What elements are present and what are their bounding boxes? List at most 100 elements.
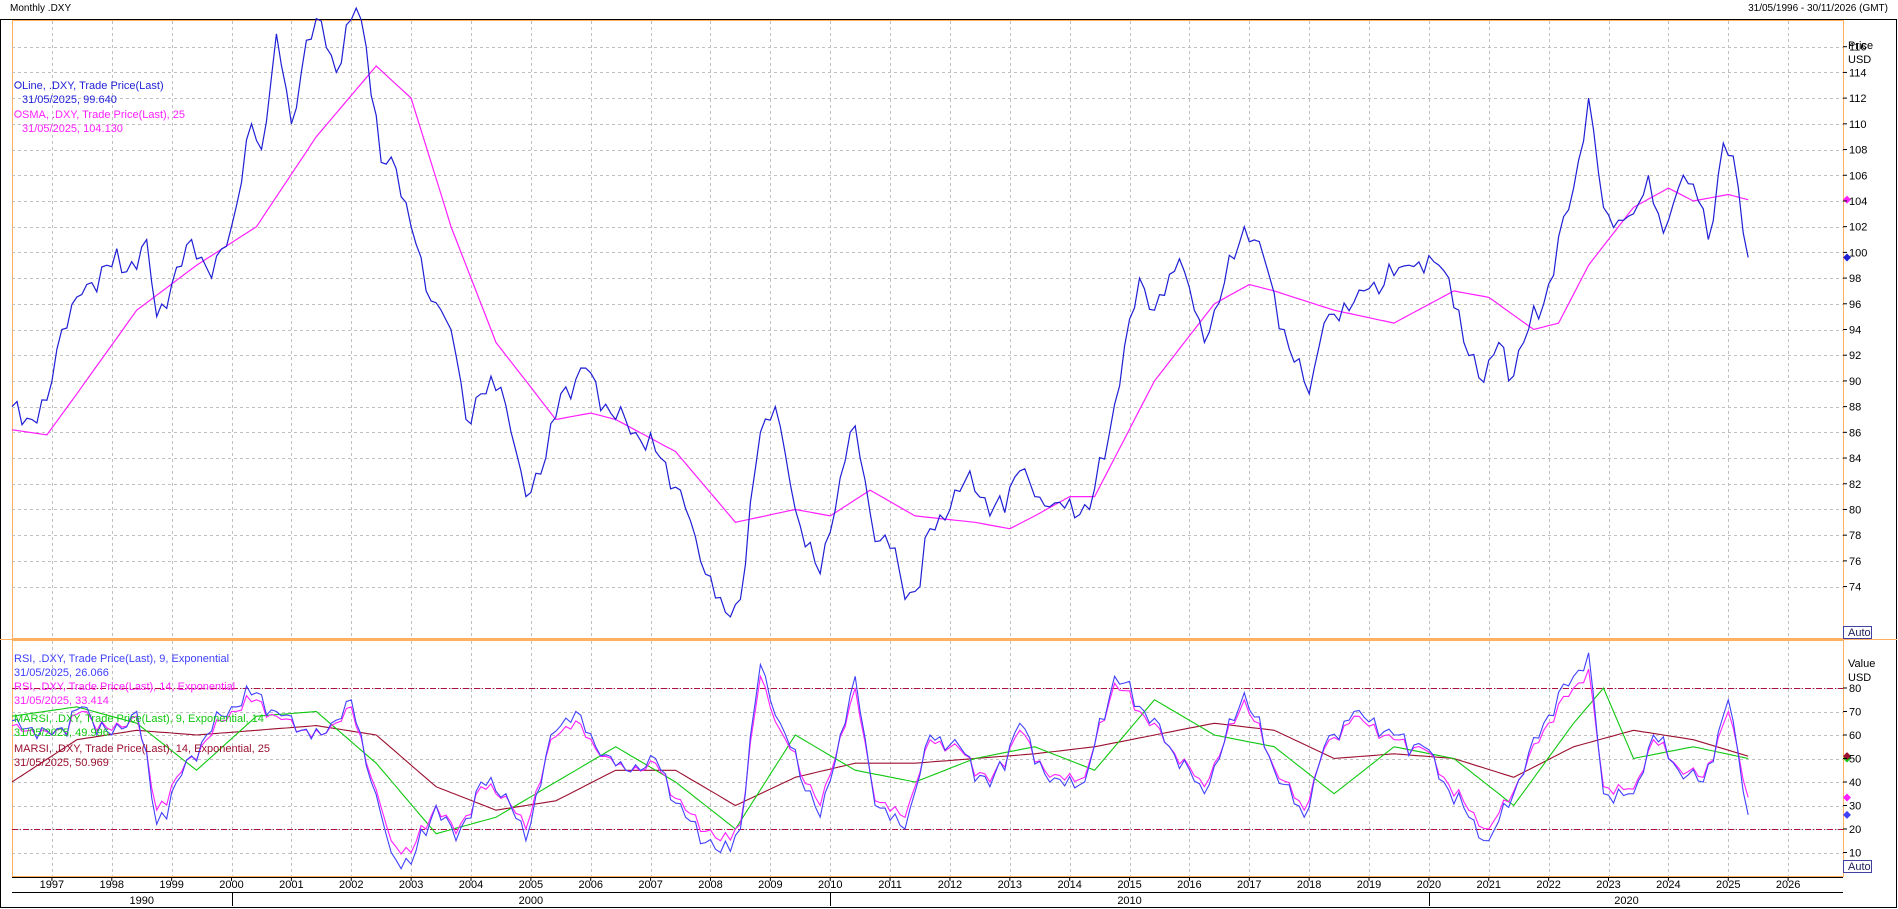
- price-auto-button[interactable]: Auto: [1843, 626, 1872, 640]
- x-year-label: 2015: [1117, 879, 1141, 891]
- x-year-label: 2007: [638, 879, 662, 891]
- legend-label-rsi14: RSI, .DXY, Trade Price(Last), 14, Expone…: [14, 681, 235, 693]
- price-ytick-label: 74: [1849, 582, 1861, 594]
- rsi9-last-marker: [1843, 810, 1851, 819]
- price-ytick-label: 108: [1849, 145, 1867, 157]
- rsi-pane-frame: [12, 640, 1844, 877]
- price-ytick-label: 84: [1849, 453, 1861, 465]
- x-year-label: 2009: [758, 879, 782, 891]
- rsi-axis-unit: USD: [1848, 672, 1871, 684]
- price-ytick-label: 78: [1849, 530, 1861, 542]
- date-range: 31/05/1996 - 30/11/2026 (GMT): [1748, 3, 1888, 14]
- x-year-label: 2016: [1177, 879, 1201, 891]
- rsi-ytick-label: 10: [1849, 848, 1861, 860]
- rsi14-last-marker: [1843, 793, 1851, 802]
- legend-value-sma: 31/05/2025, 104.130: [22, 123, 123, 135]
- rsi-ytick-label: 70: [1849, 707, 1861, 719]
- rsi-auto-button[interactable]: Auto: [1843, 860, 1872, 874]
- x-decade-label: 2010: [1117, 895, 1141, 907]
- x-decade-label: 2000: [519, 895, 543, 907]
- x-year-label: 2001: [279, 879, 303, 891]
- sma-last-marker: [1843, 195, 1851, 204]
- price-auto-label: Auto: [1848, 627, 1871, 639]
- sma-line: [11, 65, 1749, 530]
- chart-title: Monthly .DXY: [10, 3, 72, 14]
- rsi-ytick-label: 30: [1849, 801, 1861, 813]
- price-ytick-label: 90: [1849, 376, 1861, 388]
- x-year-label: 2010: [818, 879, 842, 891]
- price-ytick-label: 92: [1849, 350, 1861, 362]
- legend-label-marsi14: MARSI, .DXY, Trade Price(Last), 14, Expo…: [14, 743, 270, 755]
- legend-value-marsi9: 31/05/2025, 49.996: [14, 727, 109, 739]
- legend-label-marsi9: MARSI, .DXY, Trade Price(Last), 9, Expon…: [14, 713, 264, 725]
- price-ytick-label: 110: [1849, 119, 1867, 131]
- x-year-label: 2003: [399, 879, 423, 891]
- rsi-ytick-label: 80: [1849, 683, 1861, 695]
- price-ytick-label: 86: [1849, 427, 1861, 439]
- price-ytick-label: 98: [1849, 273, 1861, 285]
- price-ytick-label: 114: [1849, 67, 1867, 79]
- price-last-marker: [1843, 253, 1851, 262]
- legend-value-line: 31/05/2025, 99.640: [22, 94, 117, 106]
- x-year-label: 2019: [1357, 879, 1381, 891]
- price-axis-title: Price: [1848, 40, 1873, 52]
- legend-label-rsi9: RSI, .DXY, Trade Price(Last), 9, Exponen…: [14, 653, 229, 665]
- rsi-axis-title: Value: [1848, 658, 1875, 670]
- legend-value-marsi14: 31/05/2025, 50.969: [14, 757, 109, 769]
- legend-marker-sma[interactable]: [14, 110, 22, 118]
- price-ytick-label: 88: [1849, 402, 1861, 414]
- x-year-label: 2020: [1417, 879, 1441, 891]
- price-line: [11, 6, 1749, 618]
- legend-value-rsi9: 31/05/2025, 26.066: [14, 667, 109, 679]
- price-ytick-label: 116: [1849, 42, 1867, 54]
- x-year-label: 2018: [1297, 879, 1321, 891]
- price-ytick-label: 106: [1849, 170, 1867, 182]
- chart-frame: [0, 19, 1897, 908]
- price-grid: [12, 21, 1843, 638]
- legend-label-line: Line, .DXY, Trade Price(Last): [22, 80, 164, 92]
- price-pane-frame: [12, 20, 1844, 639]
- x-year-label: 2013: [998, 879, 1022, 891]
- price-ytick-label: 80: [1849, 504, 1861, 516]
- x-year-label: 1998: [100, 879, 124, 891]
- rsi-grid: [12, 641, 1843, 876]
- legend-marker-line[interactable]: [14, 81, 22, 89]
- x-year-label: 2002: [339, 879, 363, 891]
- x-year-label: 1999: [159, 879, 183, 891]
- x-year-label: 2008: [698, 879, 722, 891]
- x-year-label: 2006: [578, 879, 602, 891]
- x-year-label: 2005: [519, 879, 543, 891]
- legend-label-sma: SMA, .DXY, Trade Price(Last), 25: [22, 109, 185, 121]
- rsi-ytick-label: 60: [1849, 730, 1861, 742]
- x-axis: 1997 1998 1999 2000 2001 2002 2003 2004 2005 2006…: [12, 877, 1843, 907]
- legend-value-rsi14: 31/05/2025, 33.414: [14, 695, 109, 707]
- price-ytick-label: 82: [1849, 479, 1861, 491]
- rsi-auto-label: Auto: [1848, 861, 1871, 873]
- price-ytick-label: 76: [1849, 556, 1861, 568]
- series-layer: [11, 6, 1851, 870]
- x-decade-label: 1990: [129, 895, 153, 907]
- x-year-label: 2017: [1237, 879, 1261, 891]
- price-ytick-label: 94: [1849, 325, 1861, 337]
- x-year-label: 2025: [1716, 879, 1740, 891]
- x-year-label: 2012: [938, 879, 962, 891]
- price-legend: Line, .DXY, Trade Price(Last) 31/05/2025…: [14, 80, 185, 135]
- rsi9-line: [11, 652, 1749, 870]
- x-year-label: 2011: [878, 879, 902, 891]
- rsi-axis: 10 20 30 40 50 60 70 80: [1843, 683, 1861, 860]
- x-year-label: 2026: [1776, 879, 1800, 891]
- x-year-label: 2004: [459, 879, 483, 891]
- rsi-ytick-label: 40: [1849, 777, 1861, 789]
- price-ytick-label: 102: [1849, 222, 1867, 234]
- rsi-legend: RSI, .DXY, Trade Price(Last), 9, Exponen…: [14, 653, 270, 769]
- x-year-label: 2022: [1536, 879, 1560, 891]
- x-year-label: 1997: [40, 879, 64, 891]
- x-year-label: 2000: [219, 879, 243, 891]
- x-year-label: 2014: [1057, 879, 1081, 891]
- price-ytick-label: 104: [1849, 196, 1867, 208]
- price-axis-unit: USD: [1848, 54, 1871, 66]
- x-year-label: 2021: [1477, 879, 1501, 891]
- marsi9-line: [11, 686, 1749, 835]
- marsi14-line: [11, 722, 1749, 811]
